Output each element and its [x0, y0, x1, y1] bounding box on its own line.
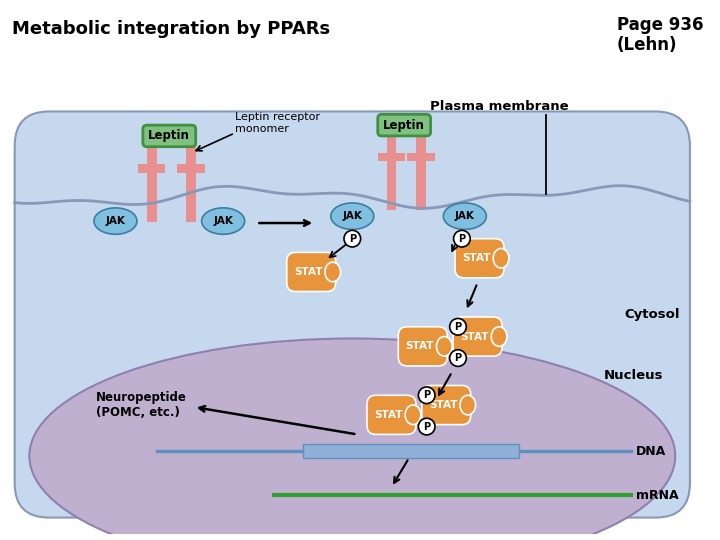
Bar	[177, 164, 204, 173]
Text: Cytosol: Cytosol	[624, 308, 680, 321]
Text: STAT: STAT	[462, 253, 491, 264]
Text: P: P	[454, 322, 462, 332]
FancyBboxPatch shape	[455, 239, 504, 278]
Text: STAT: STAT	[374, 410, 402, 420]
Ellipse shape	[450, 350, 467, 367]
Text: Page 936
(Lehn): Page 936 (Lehn)	[616, 16, 703, 55]
Text: Metabolic integration by PPARs: Metabolic integration by PPARs	[12, 21, 330, 38]
Text: Leptin: Leptin	[383, 119, 425, 132]
Text: STAT: STAT	[429, 400, 458, 410]
Ellipse shape	[330, 203, 374, 230]
Text: JAK: JAK	[213, 216, 233, 226]
Text: Leptin receptor
monomer: Leptin receptor monomer	[235, 112, 320, 134]
Bar	[416, 131, 426, 153]
Text: JAK: JAK	[106, 216, 125, 226]
Ellipse shape	[202, 208, 245, 234]
Ellipse shape	[436, 336, 452, 356]
FancyBboxPatch shape	[422, 386, 471, 424]
Bar	[387, 161, 396, 210]
Ellipse shape	[418, 418, 435, 435]
Text: DNA: DNA	[636, 444, 666, 457]
Text: P: P	[423, 390, 431, 400]
Text: STAT: STAT	[405, 341, 434, 352]
FancyBboxPatch shape	[14, 111, 690, 517]
Text: P: P	[459, 234, 465, 244]
Bar	[416, 161, 426, 210]
Ellipse shape	[460, 395, 476, 415]
Text: Nucleus: Nucleus	[604, 369, 663, 382]
FancyBboxPatch shape	[143, 125, 196, 147]
Bar	[186, 173, 196, 222]
Ellipse shape	[344, 231, 361, 247]
Ellipse shape	[450, 319, 467, 335]
Ellipse shape	[94, 208, 137, 234]
Bar	[147, 143, 156, 164]
Text: JAK: JAK	[455, 211, 474, 221]
Text: STAT: STAT	[460, 332, 489, 341]
Ellipse shape	[493, 248, 509, 268]
Ellipse shape	[454, 231, 470, 247]
FancyBboxPatch shape	[287, 252, 336, 292]
Text: P: P	[423, 422, 431, 431]
FancyBboxPatch shape	[398, 327, 447, 366]
Bar	[387, 131, 396, 153]
Bar	[378, 153, 405, 161]
Bar	[407, 153, 434, 161]
Text: P: P	[454, 353, 462, 363]
Ellipse shape	[444, 203, 487, 230]
FancyBboxPatch shape	[367, 395, 416, 434]
Ellipse shape	[405, 405, 420, 424]
Text: Plasma membrane: Plasma membrane	[430, 100, 568, 113]
Bar	[186, 143, 196, 164]
Bar	[147, 173, 156, 222]
Ellipse shape	[30, 339, 675, 540]
FancyBboxPatch shape	[378, 114, 431, 136]
FancyBboxPatch shape	[453, 317, 502, 356]
Ellipse shape	[491, 327, 507, 346]
Text: Neuropeptide
(POMC, etc.): Neuropeptide (POMC, etc.)	[96, 391, 186, 419]
Bar	[138, 164, 166, 173]
Ellipse shape	[418, 387, 435, 403]
Bar	[303, 444, 518, 458]
Text: JAK: JAK	[343, 211, 362, 221]
Ellipse shape	[325, 262, 341, 282]
Text: Leptin: Leptin	[148, 130, 190, 143]
Text: mRNA: mRNA	[636, 489, 679, 502]
Text: P: P	[348, 234, 356, 244]
Text: STAT: STAT	[294, 267, 323, 277]
